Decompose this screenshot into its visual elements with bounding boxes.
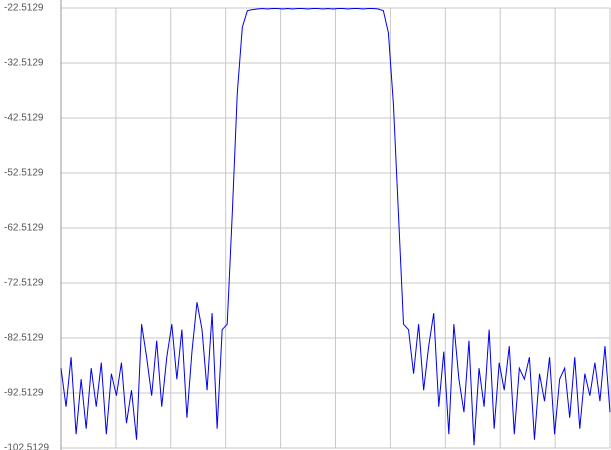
y-tick-label: -102.5129 <box>4 443 49 450</box>
y-tick-label: -32.5129 <box>4 58 44 69</box>
trace-line <box>60 7 611 446</box>
y-tick-label: -92.5129 <box>4 388 44 399</box>
y-tick-label: -22.5129 <box>4 3 44 14</box>
y-tick-label: -82.5129 <box>4 333 44 344</box>
y-tick-label: -72.5129 <box>4 278 44 289</box>
y-tick-label: -52.5129 <box>4 168 44 179</box>
y-tick-label: -62.5129 <box>4 223 44 234</box>
y-tick-label: -42.5129 <box>4 113 44 124</box>
